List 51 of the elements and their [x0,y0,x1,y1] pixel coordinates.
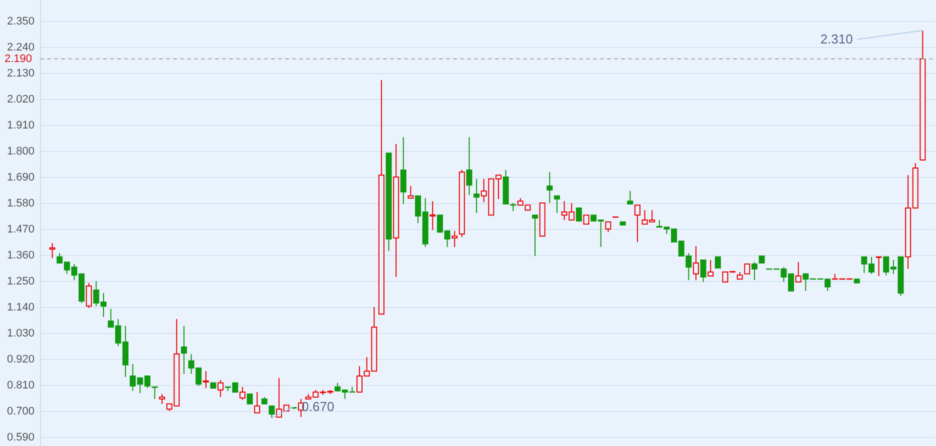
y-tick-label: 1.910 [6,120,34,132]
candlestick [714,256,721,269]
y-tick-label: 1.030 [6,328,34,340]
candlestick [605,221,612,233]
y-tick-label: 1.250 [6,276,34,288]
candlestick [708,259,714,277]
candlestick [254,392,260,414]
candlestick [152,386,158,400]
candlestick [554,195,560,214]
annotation: 2.310 [820,31,853,46]
candlestick [546,172,553,204]
candlestick [692,246,699,281]
y-tick-label: 1.140 [6,302,34,314]
candlestick [268,406,275,419]
candlestick [876,256,882,277]
candlestick [86,282,92,308]
y-tick-label: 2.020 [6,94,34,106]
y-tick-label: 1.470 [6,224,34,236]
y-tick-label: 2.130 [6,68,34,80]
y-tick-label: 0.920 [6,354,34,366]
y-tick-label: 0.700 [6,406,34,418]
candlestick [159,394,166,404]
candlestick [239,386,246,400]
y-tick-label: 0.590 [6,432,34,444]
y-tick-label: 1.580 [6,198,34,210]
candlestick [430,200,436,230]
y-tick-label: 2.350 [6,16,34,28]
candlestick [400,136,406,204]
candlestick [576,207,582,222]
candlestick [246,394,253,404]
candlestick [744,264,750,274]
candlestick [202,370,209,389]
candlestick [634,204,640,243]
candlestick [452,230,458,248]
candlestick [474,178,480,214]
candlestick [180,325,187,374]
candlestick [532,214,538,256]
candlestick [627,190,634,204]
ref-line-label: 2.190 [4,52,32,65]
candlestick [49,242,56,259]
candlestick [751,262,758,281]
y-tick-label: 1.360 [6,250,34,262]
candlestick [218,380,224,398]
y-tick-label: 0.810 [6,380,34,392]
y-tick-label: 1.690 [6,172,34,184]
candlestick [795,262,802,282]
candlestick [700,259,706,282]
candlestick [466,136,472,196]
y-tick-label: 1.800 [6,146,34,158]
candlestick [408,186,414,199]
y-tick-label: 2.240 [6,42,34,54]
